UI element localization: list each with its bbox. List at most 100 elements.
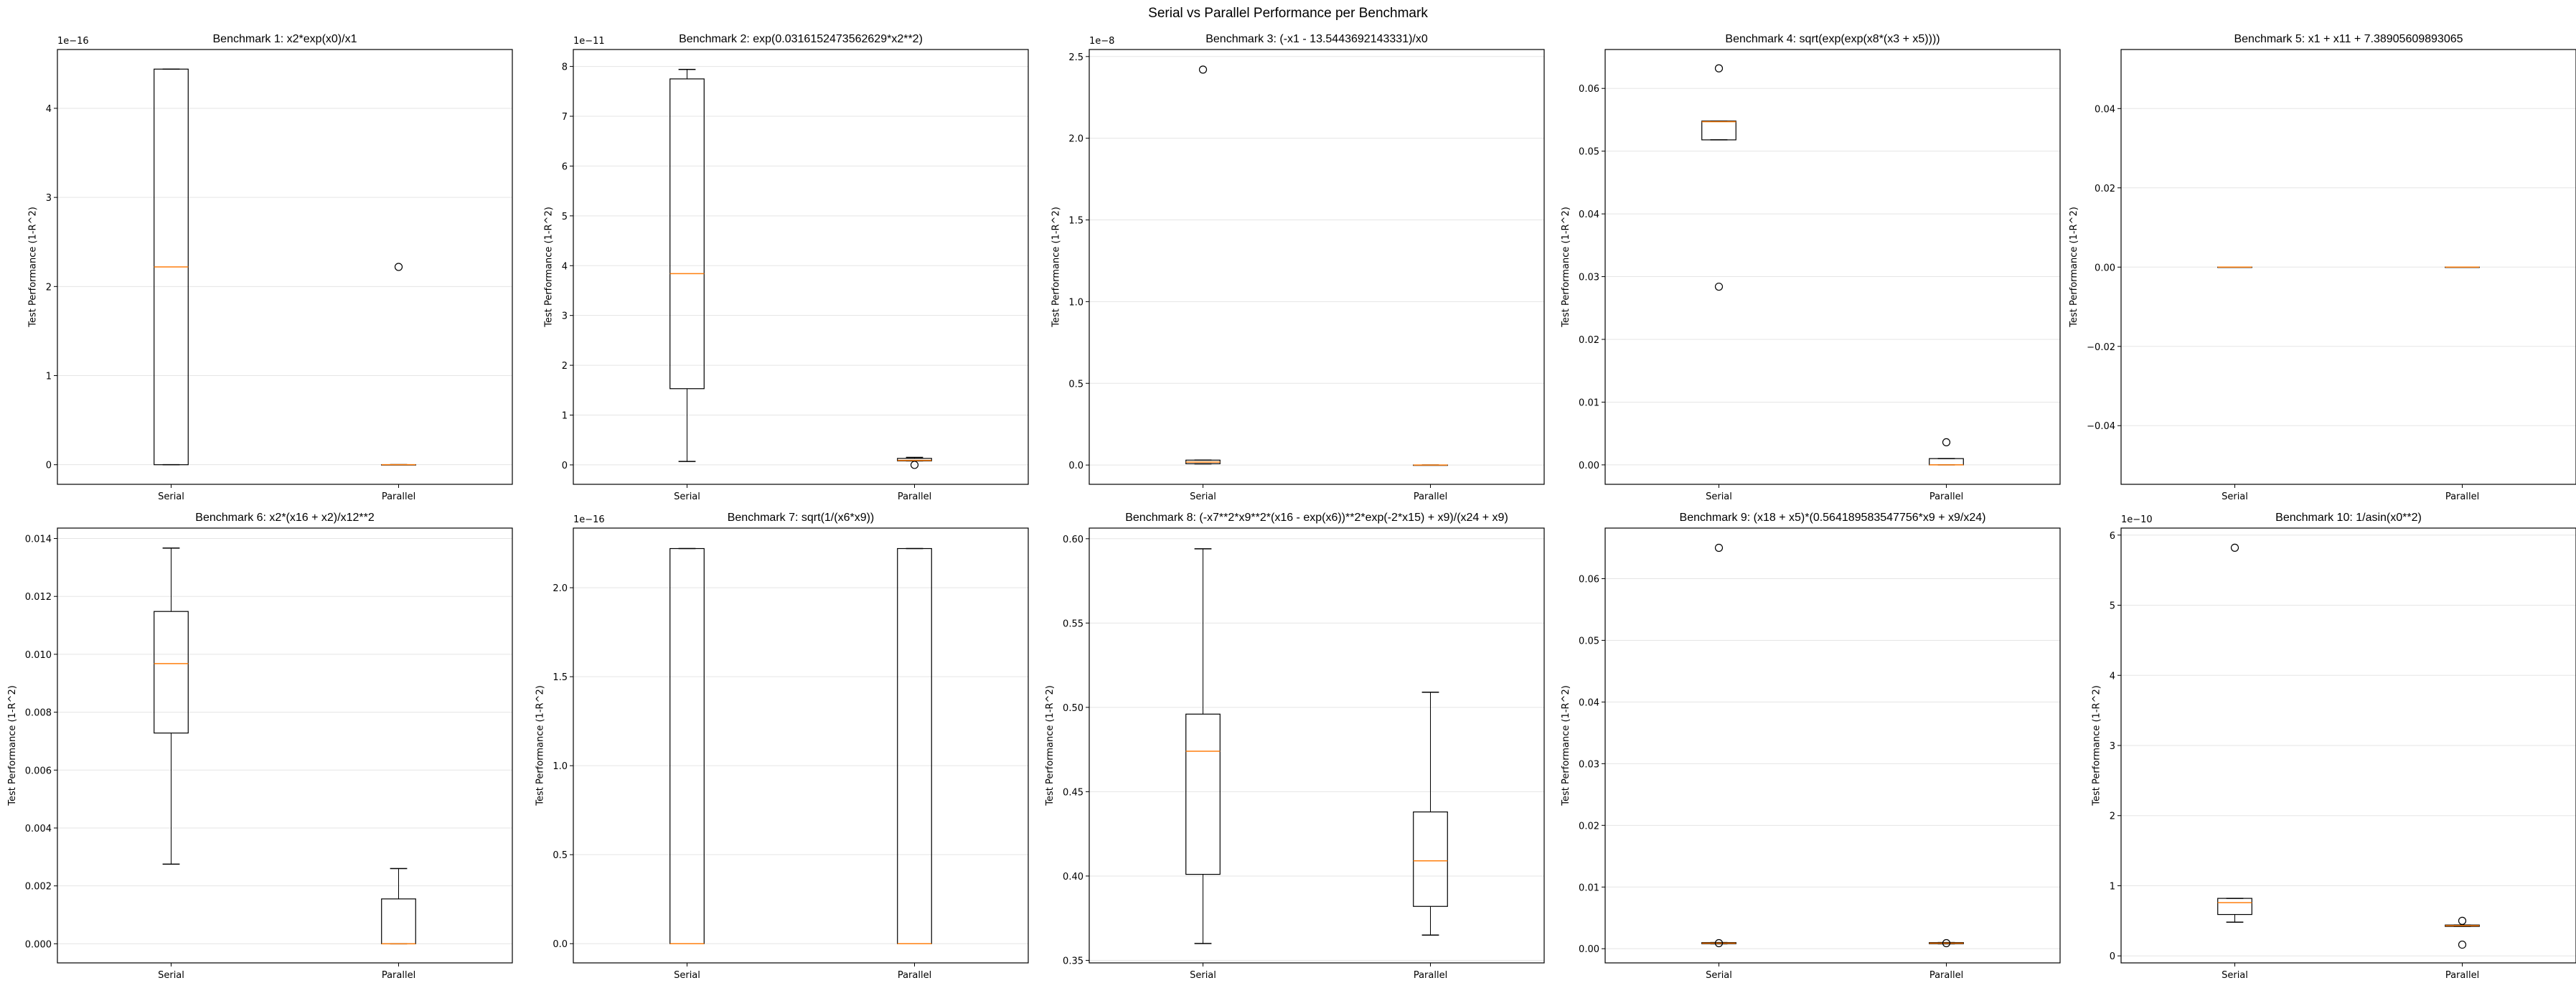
y-tick-label: 0.008 [25,708,52,719]
y-tick-label: 0.05 [1579,147,1599,158]
box-serial [1185,65,1221,465]
subplot-2: 0 1 2 3 4 5 6 7 8 Benchmark 2: exp(0.031615247356… [544,33,1029,502]
outlier-point [394,263,403,271]
box-serial [1701,543,1736,948]
y-tick-label: 0.0 [1068,461,1083,471]
subplot-title: Benchmark 6: x2*(x16 + x2)/x12**2 [195,512,375,524]
x-tick-label: Serial [674,970,700,981]
y-tick-label: 0.45 [1063,787,1083,798]
y-axis-label: Test Performance (1-R^2) [2069,207,2079,328]
y-tick-label: 0.00 [1579,461,1599,471]
subplot-7: 0.0 0.5 1.0 1.5 2.0 Benchmark 7: sqrt(1/(x6*x… [535,512,1029,981]
subplot-4: 0.00 0.01 0.02 0.03 0.04 0.05 0.06 Benchmark 4:… [1561,33,2061,502]
x-tick-label: Parallel [2445,491,2479,502]
y-tick-label: 0.40 [1063,872,1083,883]
subplot-title: Benchmark 9: (x18 + x5)*(0.5641895835477… [1680,512,1986,524]
subplot-title: Benchmark 3: (-x1 - 13.5443692143331)/x0 [1205,33,1428,45]
y-tick-label: 2 [2110,811,2115,822]
y-tick-label: 0 [562,461,568,471]
y-axis-label: Test Performance (1-R^2) [544,207,555,328]
y-tick-label: 6 [562,161,568,172]
y-tick-label: 0.02 [1579,335,1599,346]
subplot-1: 0 1 2 3 4 Benchmark 1: x2*exp(x0)/x1 1e−16 Test… [28,33,513,502]
y-tick-label: 0.05 [1579,636,1599,646]
box-iqr [154,611,189,734]
y-tick-label: 1 [562,411,568,422]
box-parallel [897,456,932,469]
y-tick-label: 7 [562,112,568,123]
subplot-10: 0 1 2 3 4 5 6 Benchmark 10: 1/asin(x0**2) 1e−10 T… [2092,512,2576,981]
y-axis-label: Test Performance (1-R^2) [1045,685,1056,806]
y-tick-label: 0.06 [1579,574,1599,585]
y-axis-label: Test Performance (1-R^2) [1561,685,1571,806]
offset-text: 1e−8 [1089,36,1114,47]
subplot-8: 0.35 0.40 0.45 0.50 0.55 0.60 Benchmark 8: (-x… [1045,512,1545,981]
subplot-title: Benchmark 7: sqrt(1/(x6*x9)) [728,512,875,524]
x-tick-label: Parallel [382,970,415,981]
x-tick-label: Parallel [1929,491,1963,502]
x-tick-label: Serial [674,491,700,502]
box-serial [2217,266,2252,268]
x-tick-label: Parallel [1414,491,1447,502]
box-serial [669,69,705,462]
box-iqr [1929,458,1964,466]
y-tick-label: 1.0 [553,761,568,772]
y-tick-label: 0.04 [2095,104,2115,115]
x-tick-label: Parallel [898,970,931,981]
x-tick-label: Parallel [1929,970,1963,981]
y-tick-label: 0.012 [25,592,52,603]
y-axis-label: Test Performance (1-R^2) [1561,207,1571,328]
y-tick-label: 0.5 [553,850,568,861]
box-parallel [381,263,416,466]
x-tick-label: Parallel [382,491,415,502]
offset-text: 1e−16 [57,36,89,47]
x-tick-label: Serial [1190,491,1216,502]
box-parallel [1413,691,1448,936]
axes-frame [57,49,513,485]
box-iqr [897,547,932,944]
box-serial [1185,548,1221,944]
box-serial [154,68,189,466]
y-tick-label: 8 [562,62,568,73]
outlier-point [1198,65,1208,74]
x-tick-label: Serial [158,491,184,502]
subplot-6: 0.000 0.002 0.004 0.006 0.008 0.010 0.012 0.014… [7,512,513,981]
y-tick-label: 3 [2110,741,2115,752]
y-tick-label: 0.01 [1579,883,1599,893]
box-parallel [381,867,416,945]
y-tick-label: 0.02 [1579,821,1599,832]
outlier-point [1714,64,1724,72]
subplot-3: 0.0 0.5 1.0 1.5 2.0 2.5 Benchmark 3: (-x1 - 13… [1050,33,1545,502]
box-iqr [1413,811,1448,907]
box-iqr [669,547,705,944]
subplot-title: Benchmark 5: x1 + x11 + 7.38905609893065 [2234,33,2463,45]
y-tick-label: 1 [46,372,52,382]
y-tick-label: 4 [46,104,52,115]
axes-frame [1089,49,1545,485]
box-iqr [1701,121,1736,141]
x-tick-label: Serial [2222,970,2248,981]
y-tick-label: 4 [562,261,568,272]
y-axis-label: Test Performance (1-R^2) [1050,207,1061,328]
y-tick-label: 6 [2110,531,2115,542]
outlier-point [1942,938,1951,948]
y-tick-label: 0.00 [2095,263,2115,273]
box-parallel [1929,938,1964,948]
x-tick-label: Serial [1706,970,1732,981]
box-serial [669,547,705,944]
box-parallel [1929,438,1964,466]
y-tick-label: 2.0 [553,583,568,594]
y-tick-label: 1 [2110,881,2115,892]
axes-frame [1604,49,2061,485]
box-serial [2217,543,2252,923]
x-tick-label: Serial [158,970,184,981]
x-tick-label: Serial [1190,970,1216,981]
y-tick-label: 1.0 [1068,297,1083,308]
y-tick-label: 0.55 [1063,618,1083,629]
y-tick-label: 1.5 [1068,216,1083,227]
outlier-point [1714,282,1724,291]
y-tick-label: 0.010 [25,650,52,661]
y-tick-label: 1.5 [553,672,568,683]
y-tick-label: 0.03 [1579,273,1599,283]
